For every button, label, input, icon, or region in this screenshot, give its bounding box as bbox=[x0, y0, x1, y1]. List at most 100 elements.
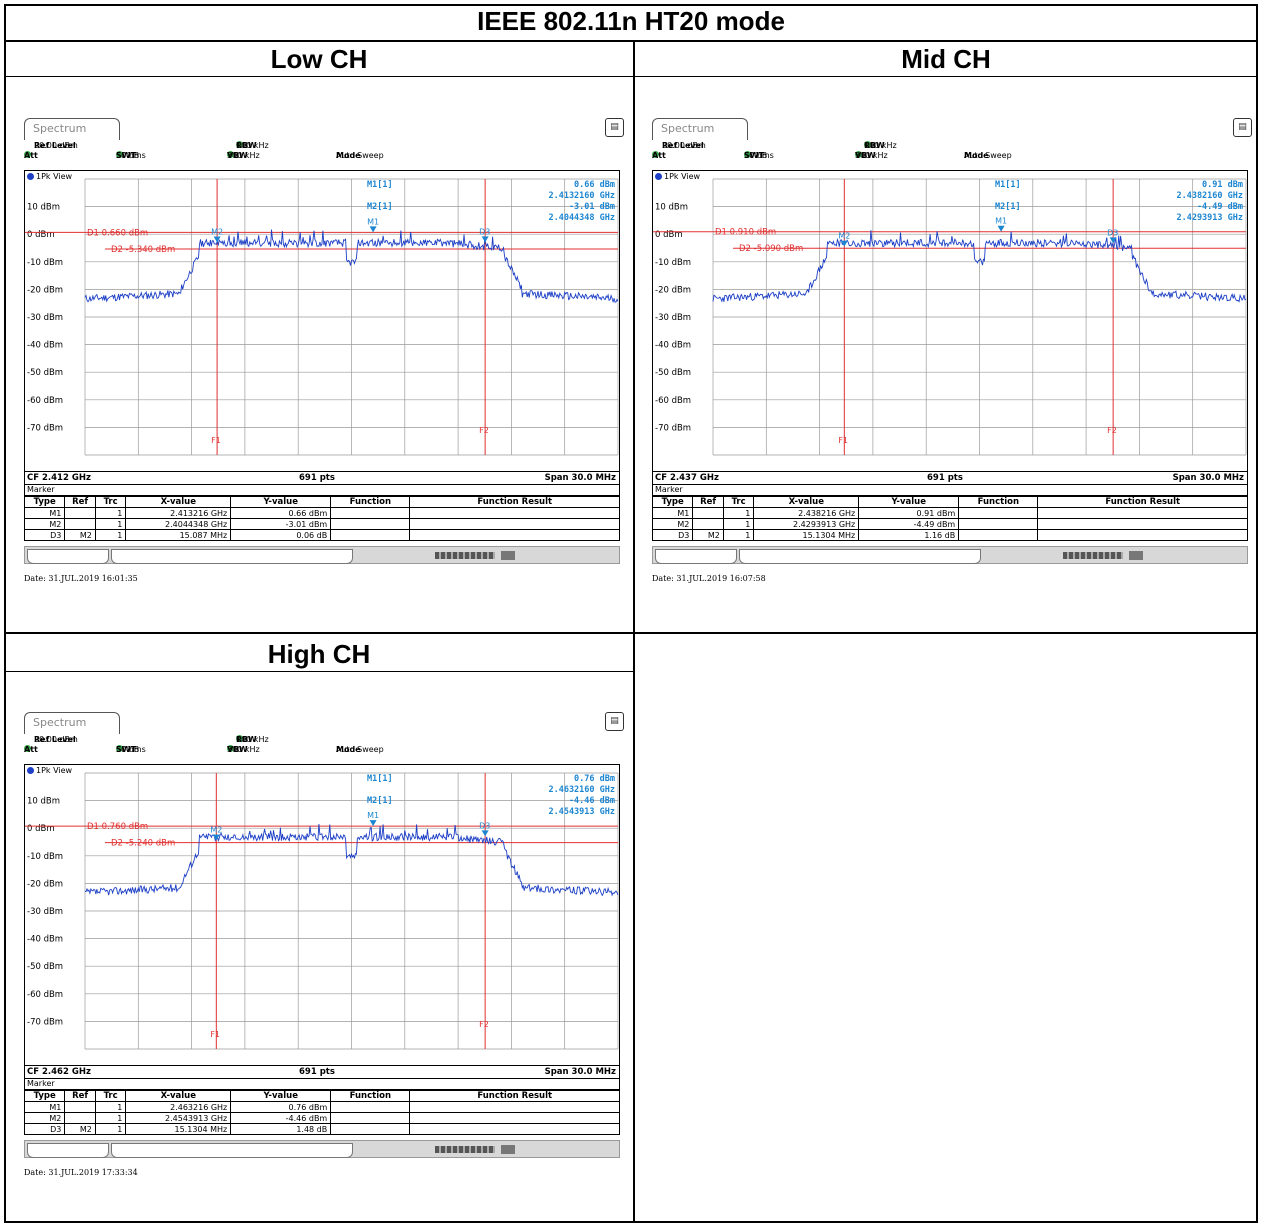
y-tick-label: -60 dBm bbox=[27, 990, 63, 1000]
column-header: Y-value bbox=[230, 1090, 332, 1102]
table-cell: M2 bbox=[692, 529, 724, 541]
marker-readout: 2.4543913 GHz bbox=[548, 807, 615, 817]
table-row: M2 1 2.4044348 GHz -3.01 dBm bbox=[23, 518, 620, 530]
table-cell: M2 bbox=[64, 529, 96, 541]
settings-header: Ref Level 20.00 dBm Att 30 dB SWT 500 ms… bbox=[652, 141, 1012, 160]
marker-m1 bbox=[369, 226, 377, 233]
f1-label: F1 bbox=[838, 436, 848, 445]
marker-m1 bbox=[369, 820, 377, 827]
spectrum-tab[interactable]: Spectrum bbox=[24, 118, 120, 140]
table-cell: M2 bbox=[651, 518, 694, 530]
y-tick-label: -70 dBm bbox=[27, 423, 63, 433]
table-cell: 0.06 dB bbox=[230, 529, 332, 541]
y-tick-label: 10 dBm bbox=[655, 203, 688, 213]
marker-readout: M2[1] bbox=[367, 796, 393, 806]
page-title: IEEE 802.11n HT20 mode bbox=[477, 6, 785, 36]
marker-label: D3 bbox=[1107, 228, 1118, 237]
marker-readout: M2[1] bbox=[367, 202, 393, 212]
spectrum-plot: 1Pk View 10 dBm 0 dBm -10 dBm -20 dBm -30 dB… bbox=[24, 170, 620, 472]
table-cell bbox=[692, 507, 724, 519]
status-bar: CF 2.412 GHz 691 pts Span 30.0 MHz bbox=[24, 472, 620, 485]
marker-label: M1 bbox=[367, 217, 379, 226]
table-cell bbox=[1037, 529, 1248, 541]
y-tick-label: -10 dBm bbox=[27, 258, 63, 268]
row-divider bbox=[4, 632, 1258, 634]
marker-label: M2 bbox=[838, 232, 850, 241]
column-divider bbox=[633, 40, 635, 1223]
bottom-bar bbox=[24, 546, 620, 564]
table-cell: 1 bbox=[94, 1101, 127, 1113]
date-stamp: Date: 31.JUL.2019 17:33:34 bbox=[24, 1168, 138, 1177]
marker-label: D3 bbox=[479, 227, 490, 236]
y-tick-label: -50 dBm bbox=[27, 368, 63, 378]
column-header: Y-value bbox=[858, 496, 960, 508]
column-header: Ref bbox=[692, 496, 724, 508]
menu-icon[interactable]: ▤ bbox=[1233, 118, 1252, 137]
center-frequency: CF 2.437 GHz bbox=[655, 473, 719, 483]
y-tick-label: -10 dBm bbox=[655, 258, 691, 268]
y-tick-label: -40 dBm bbox=[27, 935, 63, 945]
table-cell: 15.1304 MHz bbox=[125, 1123, 232, 1135]
f1-label: F1 bbox=[210, 1030, 220, 1039]
table-cell bbox=[64, 1101, 96, 1113]
column-header: Trc bbox=[94, 1090, 127, 1102]
center-frequency: CF 2.462 GHz bbox=[27, 1067, 91, 1077]
marker-label: D3 bbox=[479, 821, 490, 830]
table-cell: 2.413216 GHz bbox=[125, 507, 232, 519]
table-cell: 1 bbox=[94, 1112, 127, 1124]
instrument-icon bbox=[1129, 551, 1143, 560]
y-tick-label: -20 dBm bbox=[27, 879, 63, 889]
spectrum-plot: 1Pk View 10 dBm 0 dBm -10 dBm -20 dBm -30 dB… bbox=[24, 764, 620, 1066]
table-cell: 1 bbox=[94, 1123, 127, 1135]
date-stamp: Date: 31.JUL.2019 16:07:58 bbox=[652, 574, 766, 583]
marker-readout: M1[1] bbox=[367, 180, 393, 190]
table-cell bbox=[330, 1123, 411, 1135]
table-cell: 1 bbox=[94, 529, 127, 541]
table-cell bbox=[330, 529, 411, 541]
progress-indicator bbox=[435, 1146, 495, 1153]
instrument-icon bbox=[501, 551, 515, 560]
marker-m2 bbox=[213, 236, 221, 243]
menu-icon[interactable]: ▤ bbox=[605, 712, 624, 731]
y-tick-label: -40 dBm bbox=[655, 341, 691, 351]
column-header: Trc bbox=[94, 496, 127, 508]
table-row: D3 M2 1 15.1304 MHz 1.48 dB bbox=[23, 1123, 620, 1135]
d1-label: D1 0.660 dBm bbox=[87, 228, 148, 238]
table-cell: 1 bbox=[722, 507, 755, 519]
marker-m2 bbox=[840, 240, 848, 247]
spectrum-tab[interactable]: Spectrum bbox=[652, 118, 748, 140]
marker-readout: 2.4132160 GHz bbox=[548, 191, 615, 201]
row-divider bbox=[4, 671, 634, 672]
row-divider bbox=[4, 76, 1258, 77]
y-tick-label: -50 dBm bbox=[27, 962, 63, 972]
table-cell: 2.4293913 GHz bbox=[753, 518, 860, 530]
marker-label: M1 bbox=[367, 811, 379, 820]
column-header: Y-value bbox=[230, 496, 332, 508]
marker-table-header: Type Ref Trc X-value Y-value Function Function… bbox=[651, 496, 1248, 508]
y-tick-label: -20 dBm bbox=[655, 285, 691, 295]
table-cell: 15.1304 MHz bbox=[753, 529, 860, 541]
table-row: M2 1 2.4543913 GHz -4.46 dBm bbox=[23, 1112, 620, 1124]
table-cell bbox=[330, 507, 411, 519]
f2-label: F2 bbox=[479, 426, 489, 435]
view-label: 1Pk View bbox=[27, 172, 72, 181]
table-row: M1 1 2.413216 GHz 0.66 dBm bbox=[23, 507, 620, 519]
table-cell: 1 bbox=[94, 507, 127, 519]
marker-label: M2 bbox=[211, 228, 223, 237]
y-tick-label: -50 dBm bbox=[655, 368, 691, 378]
marker-table: Type Ref Trc X-value Y-value Function Function… bbox=[23, 496, 620, 541]
spectrum-tab[interactable]: Spectrum bbox=[24, 712, 120, 734]
table-cell: 1.48 dB bbox=[230, 1123, 332, 1135]
marker-readout: M2[1] bbox=[995, 202, 1021, 212]
d2-label: D2 -5.340 dBm bbox=[111, 245, 175, 255]
spectrum-chart: 10 dBm 0 dBm -10 dBm -20 dBm -30 dBm -40 dBm -… bbox=[653, 178, 1247, 456]
y-tick-label: -60 dBm bbox=[655, 396, 691, 406]
column-header: Function Result bbox=[409, 1090, 620, 1102]
menu-icon[interactable]: ▤ bbox=[605, 118, 624, 137]
column-header: X-value bbox=[753, 496, 860, 508]
table-cell: D3 bbox=[23, 1123, 66, 1135]
table-cell bbox=[409, 1101, 620, 1113]
row-divider bbox=[4, 40, 1258, 42]
bottom-bar bbox=[24, 1140, 620, 1158]
settings-header: Ref Level 20.00 dBm Att 30 dB SWT 500 ms… bbox=[24, 735, 384, 754]
